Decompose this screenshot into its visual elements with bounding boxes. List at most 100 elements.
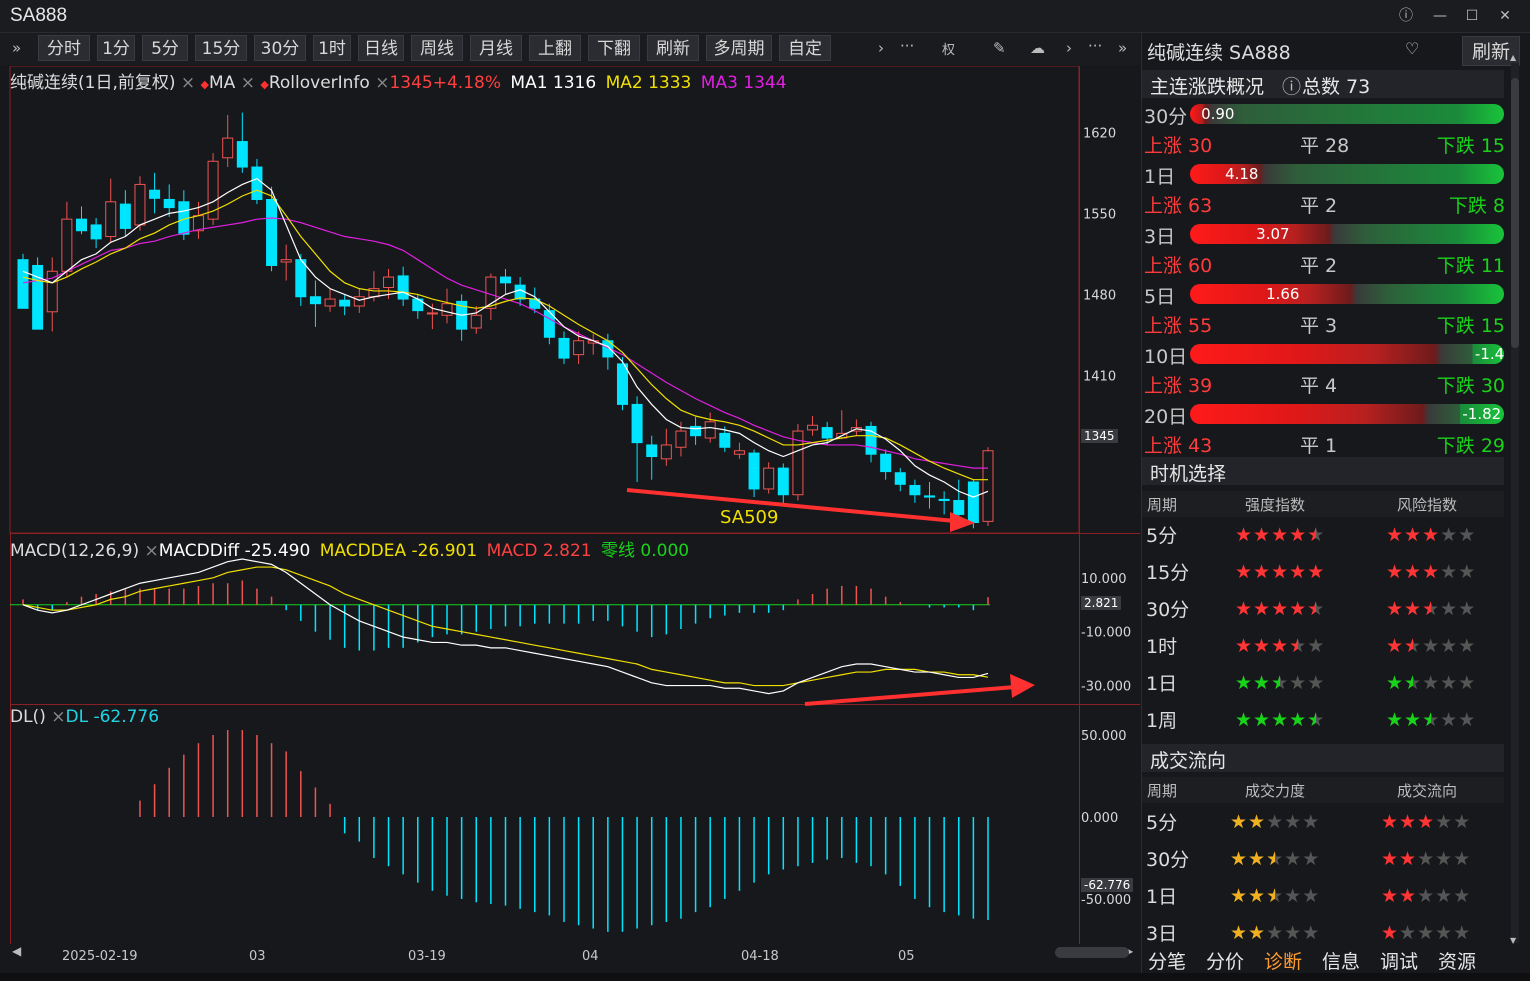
flow-header: 成交流向 <box>1142 744 1504 772</box>
expand-left-icon[interactable]: » <box>12 39 22 57</box>
dl-legend: DL() ×DL -62.776 <box>10 707 159 727</box>
help-icon[interactable]: ⓘ <box>1399 8 1413 24</box>
remove-indicator-icon[interactable]: × <box>375 73 390 93</box>
rights-icon[interactable]: 权 <box>942 43 956 58</box>
date-tick-label: 04-18 <box>741 949 779 964</box>
favorite-icon[interactable]: ♡ <box>1405 39 1420 58</box>
volume-strength-star-rating: ★★★★★ <box>1230 848 1321 870</box>
candle-body <box>616 363 628 405</box>
maximize-icon[interactable]: ☐ <box>1465 8 1479 24</box>
scroll-thumb[interactable] <box>1055 947 1129 958</box>
distribution-bar: 4.18 <box>1190 164 1504 184</box>
pencil-icon[interactable]: ✎ <box>993 39 1006 57</box>
candle-body <box>441 303 453 316</box>
col-volume-flow: 成交流向 <box>1397 782 1458 800</box>
flow-period: 30分 <box>1146 849 1190 871</box>
period-button[interactable]: 刷新 <box>647 35 699 61</box>
chevron-right-icon[interactable]: › <box>878 39 884 57</box>
chart-canvas[interactable]: 1620 1550 1480 1410 10.000 -10.000 -30.000 50.0… <box>0 66 1140 946</box>
period-button[interactable]: 月线 <box>470 35 522 61</box>
close-icon[interactable]: ✕ <box>1499 8 1511 24</box>
candle-body <box>894 472 906 485</box>
period-button[interactable]: 15分 <box>195 35 247 61</box>
bar-value: 0.90 <box>1201 105 1235 123</box>
bottom-tab[interactable]: 信息 <box>1322 951 1361 973</box>
period-button[interactable]: 1分 <box>97 35 135 61</box>
period-button[interactable]: 5分 <box>142 35 188 61</box>
ma-indicator[interactable]: MA <box>209 73 236 93</box>
period-button[interactable]: 分时 <box>38 35 90 61</box>
period-button[interactable]: 下翻 <box>588 35 640 61</box>
strength-star-rating: ★★★★★ <box>1235 709 1326 731</box>
price-tick-label: 1480 <box>1083 288 1116 303</box>
timing-period: 15分 <box>1146 562 1190 584</box>
scroll-up-icon[interactable]: ▲ <box>1510 53 1517 62</box>
bottom-tab[interactable]: 调试 <box>1380 951 1419 973</box>
double-chevron-right-icon[interactable]: » <box>1118 39 1128 57</box>
overview-title: 主连涨跌概况 <box>1150 76 1265 98</box>
rollover-indicator[interactable]: RolloverInfo <box>268 73 370 93</box>
period-button[interactable]: 1时 <box>313 35 351 61</box>
panel-scroll-thumb[interactable] <box>1511 78 1519 348</box>
candle-body <box>222 137 234 159</box>
dl-last-tag: -62.776 <box>1081 878 1134 892</box>
risk-star-rating: ★★★★★ <box>1386 524 1477 546</box>
timing-header: 时机选择 <box>1142 457 1504 485</box>
period-button[interactable]: 自定 <box>779 35 831 61</box>
period-button[interactable]: 多周期 <box>706 35 772 61</box>
period-button[interactable]: 30分 <box>254 35 306 61</box>
bottom-tab[interactable]: 资源 <box>1438 951 1477 973</box>
help-circle-icon[interactable]: ⓘ <box>1282 76 1302 98</box>
volume-strength-star-rating: ★★★★★ <box>1230 811 1321 833</box>
chart-area[interactable]: 1620 1550 1480 1410 10.000 -10.000 -30.000 50.0… <box>0 66 1140 964</box>
period-button[interactable]: 日线 <box>358 35 404 61</box>
period-button[interactable]: 周线 <box>411 35 463 61</box>
trend-arrow-head <box>950 512 975 532</box>
remove-indicator-icon[interactable]: × <box>180 73 196 93</box>
ma3-value: MA3 1344 <box>700 73 787 93</box>
period-toolbar: » 分时 1分 5分 15分 30分 1时 日线 周线 月线 上翻 下翻 刷新 多周期 自定 › ··· … <box>0 33 1140 65</box>
refresh-button[interactable]: 刷新 <box>1462 36 1520 66</box>
contract-annotation: SA509 <box>720 507 779 528</box>
more-icon[interactable]: ··· <box>1088 37 1103 55</box>
panel-scrollbar[interactable] <box>1511 63 1519 943</box>
remove-indicator-icon[interactable]: × <box>144 541 159 561</box>
distribution-bar: 1.66 <box>1190 284 1504 304</box>
bottom-tab[interactable]: 分笔 <box>1148 951 1187 973</box>
risk-star-rating: ★★★★★ <box>1386 635 1477 657</box>
scroll-down-icon[interactable]: ▼ <box>1510 936 1517 945</box>
chevron-right-icon[interactable]: › <box>1066 39 1072 57</box>
minimize-icon[interactable]: — <box>1433 8 1447 24</box>
candle-body <box>807 424 819 431</box>
remove-indicator-icon[interactable]: × <box>240 73 255 93</box>
remove-indicator-icon[interactable]: × <box>51 707 66 727</box>
period-button[interactable]: 上翻 <box>529 35 581 61</box>
macd-name[interactable]: MACD(12,26,9) <box>10 541 140 561</box>
timing-period: 30分 <box>1146 599 1190 621</box>
candle-body <box>660 444 672 460</box>
bottom-tab[interactable]: 诊断 <box>1264 951 1303 973</box>
candle-body <box>733 450 745 455</box>
candle-body <box>792 430 804 496</box>
dl-tick-label: -50.000 <box>1081 893 1131 908</box>
candle-body <box>207 160 219 220</box>
overview-row: 1日 4.18 上涨 63 平 2 下跌 8 <box>1142 161 1507 221</box>
macd-dea-line <box>22 566 989 687</box>
ma-marker-icon: ◆ <box>200 78 210 91</box>
bottom-tab[interactable]: 分价 <box>1206 951 1245 973</box>
strength-star-rating: ★★★★★ <box>1235 635 1326 657</box>
down-count: 下跌 15 <box>1436 135 1505 157</box>
ma1-line <box>22 177 989 498</box>
main-panel-frame <box>9 66 1080 534</box>
candle-body <box>967 481 979 524</box>
candle-body <box>46 270 58 313</box>
chart-scrollbar[interactable] <box>10 946 1130 958</box>
cloud-icon[interactable]: ☁ <box>1030 39 1045 57</box>
window-title: SA888 <box>10 5 68 26</box>
right-panel: 纯碱连续 SA888 ♡ 刷新 主连涨跌概况 ⓘ 总数 73 30分 0.90 上涨… <box>1141 33 1530 981</box>
dl-name[interactable]: DL() <box>10 707 46 727</box>
more-icon[interactable]: ··· <box>900 37 915 55</box>
candle-body <box>763 467 775 490</box>
scroll-left-icon[interactable]: ◀ <box>12 944 22 958</box>
macd-legend: MACD(12,26,9) ×MACDDiff -25.490 MACDDEA … <box>10 536 689 561</box>
